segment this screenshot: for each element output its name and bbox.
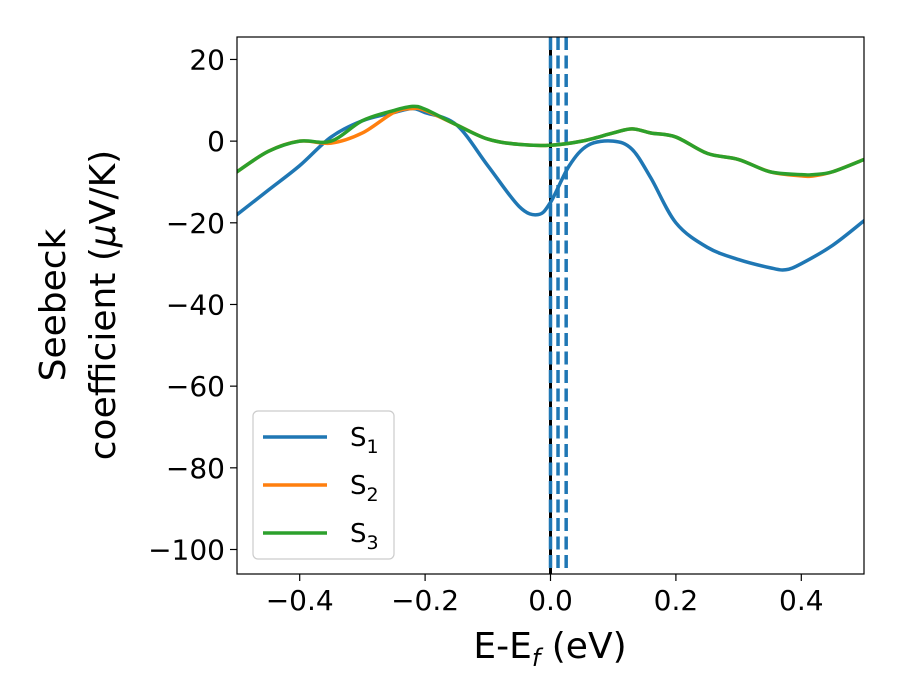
legend-label-s1: S1: [350, 423, 379, 458]
legend-label-base: S: [350, 423, 367, 453]
y-axis-label-pre: coefficient (: [83, 247, 124, 460]
x-tick-label: 0.2: [654, 584, 699, 617]
reference-lines: [548, 37, 568, 574]
legend-label-s3: S3: [350, 519, 379, 554]
x-axis-label-base: E-E: [473, 626, 531, 667]
y-tick-label: −40: [166, 288, 225, 321]
legend-label-base: S: [350, 519, 367, 549]
series-lines: [237, 104, 864, 272]
y-tick-label: −100: [148, 533, 225, 566]
x-axis-ticks: −0.4 −0.2 0.0 0.2 0.4: [266, 574, 824, 617]
y-axis-label-mu: μ: [83, 224, 124, 248]
legend-label-subscript: 3: [367, 532, 379, 554]
x-axis-label: E-Ef (eV): [473, 626, 626, 672]
y-tick-label: 0: [207, 125, 225, 158]
x-tick-label: −0.2: [391, 584, 459, 617]
y-tick-label: −20: [166, 207, 225, 240]
y-axis-ticks: 20 0 −20 −40 −60 −80 −100: [148, 43, 237, 566]
legend-label-subscript: 1: [367, 436, 379, 458]
y-axis-label: Seebeck coefficient (μV/K): [33, 150, 124, 460]
x-tick-label: 0.4: [779, 584, 824, 617]
x-tick-label: −0.4: [266, 584, 334, 617]
y-tick-label: −80: [166, 452, 225, 485]
legend-label-base: S: [350, 471, 367, 501]
y-tick-label: −60: [166, 370, 225, 403]
y-tick-label: 20: [189, 43, 225, 76]
y-axis-label-line2: coefficient (μV/K): [83, 150, 124, 460]
series-line-s3: [237, 104, 864, 177]
y-axis-label-post: V/K): [83, 150, 124, 224]
x-axis-label-unit: (eV): [540, 626, 626, 667]
legend-label-s2: S2: [350, 471, 379, 506]
legend-label-subscript: 2: [367, 484, 379, 506]
y-axis-label-line1: Seebeck: [33, 228, 74, 381]
x-tick-label: 0.0: [528, 584, 573, 617]
